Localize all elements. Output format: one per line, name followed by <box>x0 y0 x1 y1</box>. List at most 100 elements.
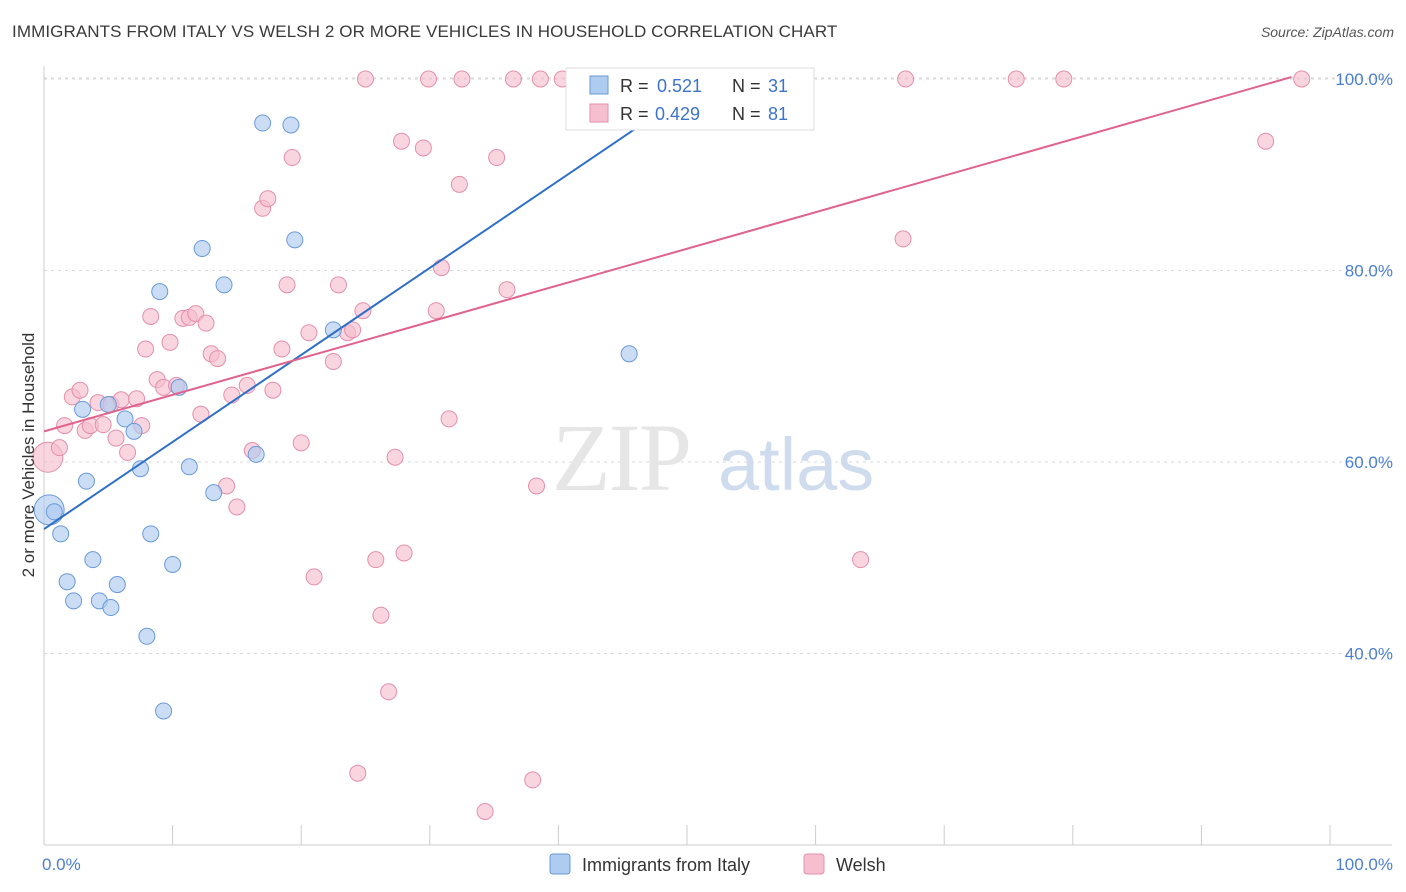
welsh-point <box>50 439 68 457</box>
welsh-point <box>228 498 246 516</box>
watermark-atlas: atlas <box>718 423 874 506</box>
welsh-point <box>488 149 506 167</box>
y-tick-label: 100.0% <box>1335 70 1393 89</box>
stats-legend: R = 0.521 N = 31 R = 0.429 N = 81 <box>565 67 815 131</box>
welsh-point <box>71 381 89 399</box>
source-label: Source: ZipAtlas.com <box>1260 24 1394 40</box>
italy-point <box>52 525 70 543</box>
italy-point <box>116 410 134 428</box>
welsh-n-label: N = <box>732 104 761 124</box>
welsh-point <box>476 802 494 820</box>
welsh-point <box>324 352 342 370</box>
italy-point <box>282 116 300 134</box>
x-tick-label: 100.0% <box>1335 855 1393 874</box>
axes <box>43 66 1392 846</box>
italy-series-swatch <box>549 853 571 875</box>
welsh-point <box>897 70 915 88</box>
welsh-point <box>372 606 390 624</box>
welsh-point <box>142 307 160 325</box>
italy-series-label: Immigrants from Italy <box>582 855 750 875</box>
italy-point <box>74 400 92 418</box>
italy-legend-swatch <box>589 75 609 95</box>
welsh-point <box>420 70 438 88</box>
welsh-point <box>504 70 522 88</box>
welsh-point <box>283 149 301 167</box>
welsh-r-value: 0.429 <box>655 104 700 124</box>
grid-lines <box>44 77 1392 654</box>
welsh-point <box>107 429 125 447</box>
watermark-zip: ZIP <box>552 404 690 511</box>
y-tick-labels: 40.0% 60.0% 80.0% 100.0% <box>1335 70 1393 664</box>
welsh-point <box>94 416 112 434</box>
italy-points <box>33 114 638 720</box>
welsh-point <box>349 764 367 782</box>
welsh-point <box>305 568 323 586</box>
italy-n-value: 31 <box>768 76 788 96</box>
welsh-point <box>357 70 374 88</box>
italy-point <box>99 396 117 414</box>
welsh-point <box>450 175 468 193</box>
welsh-series-label: Welsh <box>836 855 886 875</box>
welsh-point <box>1055 70 1073 88</box>
italy-point <box>205 484 223 502</box>
welsh-point <box>273 340 291 358</box>
welsh-point <box>1007 70 1025 88</box>
italy-point <box>247 445 265 463</box>
welsh-point <box>894 230 912 248</box>
trend-lines <box>43 76 1292 530</box>
italy-point <box>155 702 173 720</box>
italy-point <box>286 231 304 249</box>
welsh-point <box>197 314 215 332</box>
welsh-point <box>380 683 398 701</box>
welsh-point <box>1293 70 1311 88</box>
welsh-legend-swatch <box>589 103 609 123</box>
y-tick-label: 40.0% <box>1345 645 1393 664</box>
italy-trend-line <box>43 97 682 530</box>
italy-point <box>215 276 233 294</box>
italy-point <box>193 239 211 257</box>
x-tick-labels: 0.0% 100.0% <box>42 855 1393 874</box>
series-legend: Immigrants from Italy Welsh <box>549 853 886 875</box>
italy-point <box>254 114 272 132</box>
welsh-point <box>344 321 362 339</box>
italy-point <box>151 283 169 301</box>
welsh-point <box>393 132 411 150</box>
welsh-point <box>300 324 318 342</box>
welsh-point <box>524 771 542 789</box>
welsh-series-swatch <box>803 853 825 875</box>
italy-r-value: 0.521 <box>657 76 702 96</box>
welsh-point <box>367 551 385 569</box>
italy-point <box>102 599 120 617</box>
welsh-point <box>161 333 179 351</box>
italy-point <box>324 321 342 339</box>
welsh-point <box>223 386 241 404</box>
welsh-trend-line <box>43 76 1292 433</box>
italy-point <box>65 592 83 610</box>
welsh-point <box>1257 132 1275 150</box>
welsh-r-label: R = <box>620 104 649 124</box>
italy-point <box>142 525 160 543</box>
italy-point <box>620 345 638 363</box>
italy-point <box>164 555 182 573</box>
welsh-point <box>852 551 870 569</box>
italy-point <box>45 503 63 521</box>
welsh-point <box>531 70 549 88</box>
welsh-point <box>264 381 282 399</box>
welsh-point <box>432 259 450 277</box>
italy-point <box>138 627 156 645</box>
chart-title: IMMIGRANTS FROM ITALY VS WELSH 2 OR MORE… <box>12 22 838 41</box>
italy-r-label: R = <box>620 76 649 96</box>
welsh-point <box>259 190 277 208</box>
welsh-point <box>292 434 310 452</box>
welsh-n-value: 81 <box>768 104 788 124</box>
welsh-point <box>119 443 137 461</box>
italy-point <box>108 576 126 594</box>
y-tick-label: 60.0% <box>1345 453 1393 472</box>
welsh-point <box>278 276 296 294</box>
italy-point <box>180 458 198 476</box>
welsh-point <box>498 281 516 299</box>
welsh-point <box>440 410 458 428</box>
welsh-point <box>209 350 227 368</box>
italy-point <box>125 422 143 440</box>
